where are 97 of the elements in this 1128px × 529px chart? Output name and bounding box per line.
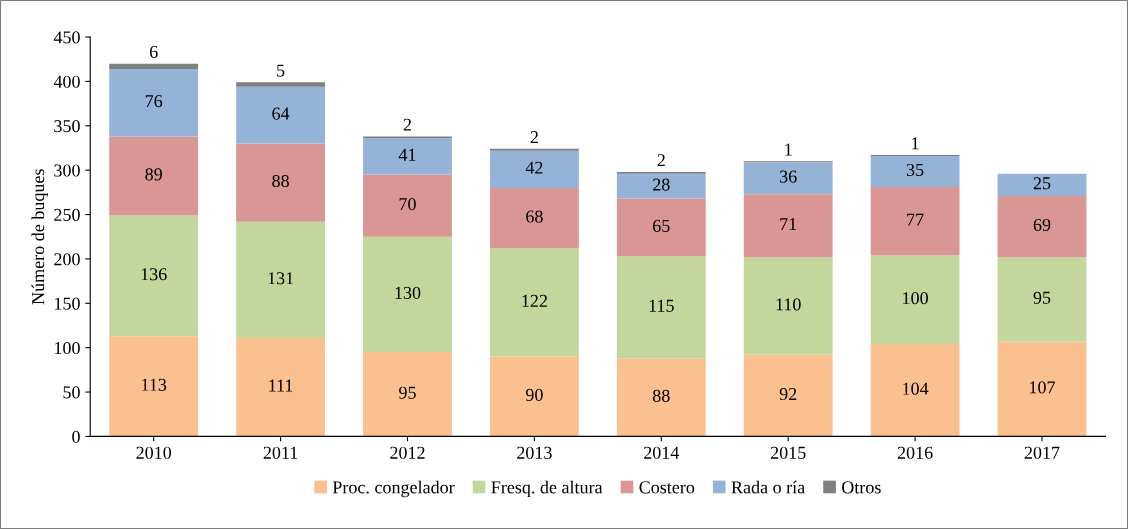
data-label: 104 bbox=[903, 382, 929, 395]
data-label: 69 bbox=[1033, 218, 1051, 232]
bar bbox=[236, 337, 326, 437]
x-tick-label: 2014 bbox=[644, 446, 680, 459]
bar bbox=[997, 173, 1087, 196]
data-label: 115 bbox=[649, 299, 674, 312]
bar bbox=[743, 257, 833, 355]
legend-label: Costero bbox=[639, 481, 695, 494]
bar bbox=[363, 174, 452, 237]
x-tick-label: 2010 bbox=[136, 446, 172, 459]
data-label: 1 bbox=[785, 143, 792, 156]
data-label: 35 bbox=[906, 163, 924, 177]
bar bbox=[616, 256, 706, 359]
bar bbox=[109, 63, 199, 69]
legend-label: Rada o ría bbox=[731, 480, 805, 494]
data-label: 36 bbox=[780, 170, 797, 183]
data-label: 95 bbox=[399, 386, 416, 399]
bar bbox=[997, 257, 1087, 342]
x-tick-label: 2012 bbox=[390, 446, 425, 459]
bar bbox=[616, 198, 706, 257]
data-label: 130 bbox=[395, 286, 421, 299]
bar bbox=[489, 187, 579, 249]
x-tick-label: 2016 bbox=[897, 446, 933, 459]
data-label: 2 bbox=[530, 131, 538, 144]
bar bbox=[997, 195, 1087, 258]
y-tick-label: 250 bbox=[54, 208, 80, 221]
x-tick-label: 2013 bbox=[517, 446, 552, 459]
data-label: 5 bbox=[277, 64, 285, 77]
bar bbox=[109, 68, 199, 137]
bar bbox=[109, 336, 199, 437]
y-tick-label: 100 bbox=[55, 341, 80, 355]
bar bbox=[997, 341, 1087, 437]
data-label: 70 bbox=[399, 198, 416, 211]
y-tick-label: 150 bbox=[55, 297, 80, 310]
y-tick-label: 200 bbox=[54, 253, 80, 266]
legend-label: Proc. congelador bbox=[332, 480, 455, 498]
data-label: 89 bbox=[145, 168, 162, 181]
y-tick-label: 300 bbox=[54, 164, 80, 177]
legend-label: Fresq. de altura bbox=[491, 480, 603, 498]
y-tick-label: 50 bbox=[63, 386, 80, 399]
bar bbox=[743, 162, 833, 195]
data-label: 107 bbox=[1030, 381, 1056, 394]
data-label: 42 bbox=[525, 161, 543, 174]
data-label: 2 bbox=[403, 118, 412, 131]
bar bbox=[489, 150, 579, 188]
bar bbox=[489, 356, 579, 437]
data-label: 90 bbox=[525, 388, 543, 402]
data-label: 71 bbox=[780, 218, 797, 230]
x-tick-label: 2017 bbox=[1024, 446, 1060, 459]
data-label: 110 bbox=[776, 298, 801, 311]
bar bbox=[363, 236, 452, 353]
bar bbox=[109, 136, 199, 216]
legend-label: Otros bbox=[842, 481, 881, 494]
data-label: 131 bbox=[268, 272, 294, 285]
data-label: 76 bbox=[145, 95, 163, 108]
bar bbox=[743, 194, 833, 258]
bar bbox=[870, 187, 960, 256]
bar bbox=[363, 138, 452, 175]
data-label: 41 bbox=[398, 148, 416, 161]
x-tick-label: 2015 bbox=[770, 446, 806, 459]
bar bbox=[616, 173, 706, 199]
data-label: 28 bbox=[653, 178, 670, 191]
data-label: 6 bbox=[149, 45, 158, 58]
data-label: 100 bbox=[903, 292, 928, 305]
bar bbox=[870, 155, 960, 188]
y-axis-title: Número de buques bbox=[31, 169, 48, 305]
bar bbox=[109, 215, 199, 337]
data-label: 77 bbox=[907, 213, 924, 226]
data-label: 92 bbox=[779, 387, 797, 401]
data-label: 68 bbox=[526, 210, 543, 223]
data-label: 122 bbox=[522, 294, 547, 307]
bar bbox=[870, 344, 960, 437]
data-label: 25 bbox=[1033, 177, 1051, 190]
bar bbox=[236, 82, 326, 87]
y-tick-label: 400 bbox=[53, 75, 80, 88]
data-label: 65 bbox=[653, 219, 670, 232]
y-tick-label: 350 bbox=[54, 120, 80, 133]
data-label: 113 bbox=[142, 378, 167, 391]
data-label: 64 bbox=[272, 107, 290, 120]
bar bbox=[363, 352, 452, 437]
data-label: 136 bbox=[141, 268, 167, 281]
data-label: 111 bbox=[269, 379, 293, 392]
x-tick-label: 2011 bbox=[263, 446, 298, 459]
bar bbox=[236, 143, 326, 222]
data-label: 88 bbox=[652, 389, 670, 402]
data-label: 88 bbox=[272, 174, 289, 188]
y-tick-label: 450 bbox=[53, 31, 80, 44]
data-label: 2 bbox=[657, 154, 665, 167]
bar bbox=[489, 248, 579, 357]
data-label: 1 bbox=[912, 137, 919, 150]
bar bbox=[236, 86, 326, 144]
bar bbox=[616, 358, 706, 437]
bar bbox=[236, 221, 326, 338]
data-label: 95 bbox=[1033, 291, 1051, 304]
bar bbox=[870, 255, 960, 345]
y-tick-label: 0 bbox=[72, 430, 80, 443]
bar bbox=[743, 354, 833, 437]
